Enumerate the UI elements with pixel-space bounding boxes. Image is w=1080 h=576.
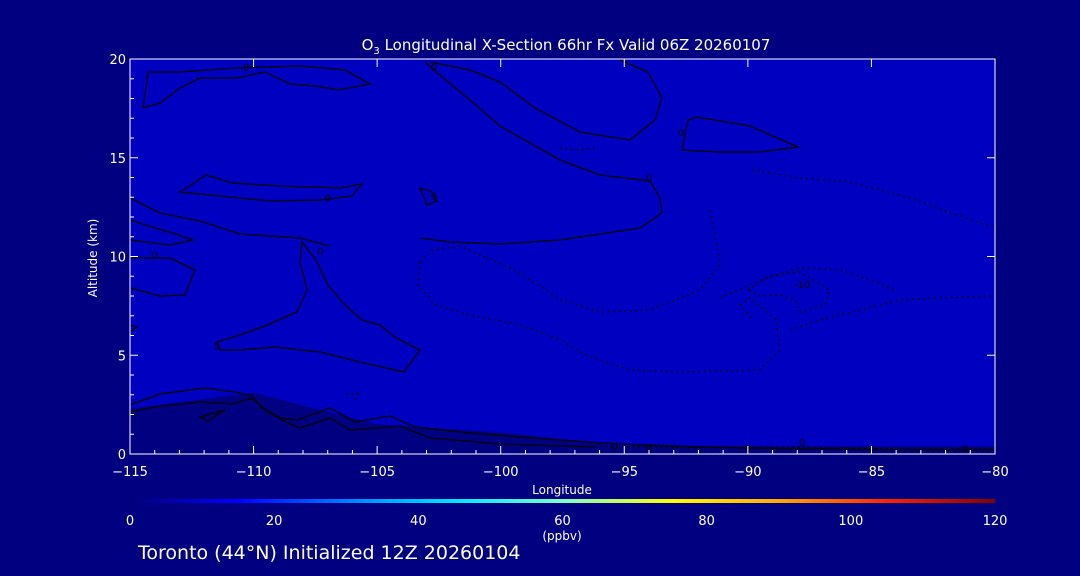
contour-line xyxy=(130,257,196,297)
contour-label: 0 xyxy=(431,63,437,74)
contour-label: 0 xyxy=(646,174,652,185)
colorbar-tick-label: 20 xyxy=(266,514,283,529)
contour-line xyxy=(418,187,438,206)
x-tick-label: −95 xyxy=(611,465,638,480)
contour-label: -10 xyxy=(794,280,810,291)
y-tick-label: 5 xyxy=(118,349,126,364)
y-tick-label: 10 xyxy=(109,251,126,266)
dotted-contour-line xyxy=(719,267,896,299)
contour-line xyxy=(178,174,364,202)
contour-label: 0 xyxy=(962,444,968,455)
colorbar-ramp xyxy=(130,499,995,503)
colorbar: 0 20 40 60 80 100 120 (ppbv) xyxy=(126,499,1008,543)
contour-line xyxy=(142,65,372,109)
colorbar-unit: (ppbv) xyxy=(542,529,581,543)
colorbar-tick-label: 100 xyxy=(838,514,863,529)
x-tick-label: −90 xyxy=(734,465,761,480)
contour-label: 5 xyxy=(213,341,219,352)
ozone-bands xyxy=(130,59,995,447)
contour-line xyxy=(130,219,196,246)
contour-line xyxy=(130,324,139,333)
contour-label: 0 xyxy=(431,191,437,202)
contour-line xyxy=(419,61,663,245)
dotted-contour-line xyxy=(419,209,721,313)
contour-line xyxy=(681,116,801,153)
contour-label: 0 xyxy=(646,444,652,455)
chart-title: O3 Longitudinal X-Section 66hr Fx Valid … xyxy=(362,36,771,57)
contour-label: 0 xyxy=(243,63,249,74)
y-axis: 0 5 10 15 20 xyxy=(109,53,995,463)
x-tick-label: −105 xyxy=(359,465,395,480)
y-axis-label: Altitude (km) xyxy=(86,219,100,298)
contour-label: 0 xyxy=(152,251,158,262)
contour-line xyxy=(198,409,226,422)
dotted-contour-line xyxy=(751,169,995,229)
negative-contour-lines xyxy=(345,147,995,450)
contour-label: 0 xyxy=(611,442,617,453)
dotted-contour-line xyxy=(746,271,831,313)
colorbar-tick-label: 80 xyxy=(698,514,715,529)
x-tick-label: −80 xyxy=(981,465,1008,480)
contour-lines xyxy=(130,59,995,451)
footer-caption: Toronto (44°N) Initialized 12Z 20260104 xyxy=(138,542,521,564)
contour-line xyxy=(429,59,663,141)
colorbar-tick-label: 120 xyxy=(983,514,1008,529)
contour-line xyxy=(130,387,995,451)
contour-label: 0 xyxy=(799,438,805,449)
contour-label: 0 xyxy=(325,193,331,204)
x-tick-label: −85 xyxy=(858,465,885,480)
x-axis: −115 −110 −105 −100 −95 −90 −85 −80 xyxy=(112,59,1009,480)
ozone-band xyxy=(130,59,995,447)
x-axis-label: Longitude xyxy=(532,483,592,497)
colorbar-tick-label: 60 xyxy=(554,514,571,529)
dotted-contour-line xyxy=(345,390,363,403)
x-tick-label: −110 xyxy=(236,465,272,480)
colorbar-tick-label: 40 xyxy=(410,514,427,529)
terrain-mask xyxy=(130,392,995,454)
contour-label: 0 xyxy=(317,247,323,258)
y-tick-label: 20 xyxy=(109,53,126,68)
contour-line xyxy=(130,397,596,448)
contour-line xyxy=(130,197,331,247)
dotted-contour-line xyxy=(599,445,995,450)
contour-line xyxy=(216,240,421,373)
y-tick-label: 15 xyxy=(109,152,126,167)
x-tick-label: −100 xyxy=(483,465,519,480)
colorbar-tick-label: 0 xyxy=(126,514,134,529)
y-tick-label: 0 xyxy=(118,448,126,463)
colorbar-ticks: 0 20 40 60 80 100 120 xyxy=(126,514,1008,529)
contour-label: 0 xyxy=(678,128,684,139)
x-tick-label: −115 xyxy=(112,465,148,480)
